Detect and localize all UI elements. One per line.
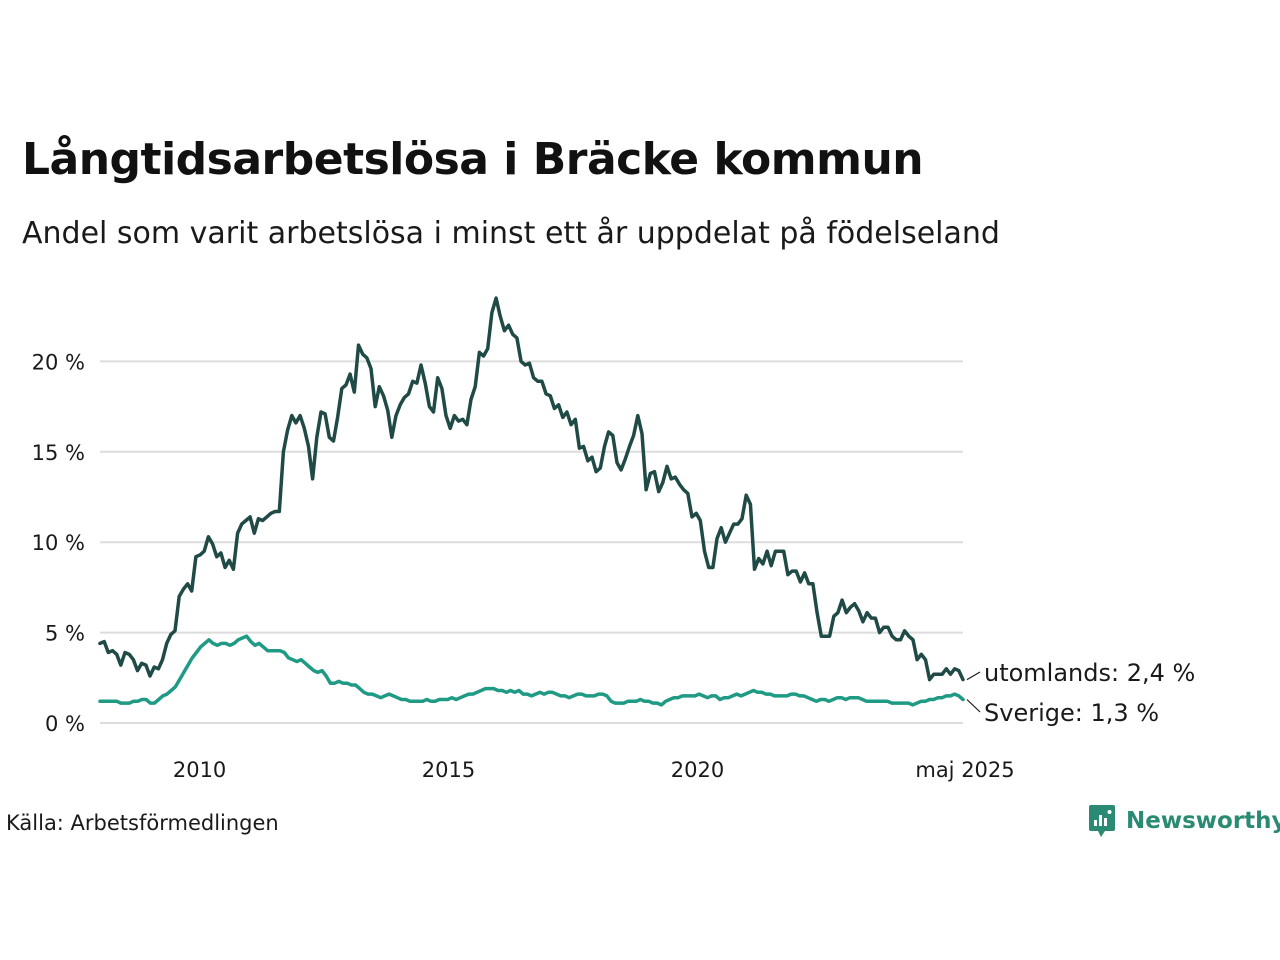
series-lines [98,296,965,707]
end-label-sverige: Sverige: 1,3 % [984,699,1159,727]
y-tick-label: 5 % [45,622,85,646]
x-tick-label: 2020 [671,758,724,782]
chart-subtitle: Andel som varit arbetslösa i minst ett å… [22,216,1000,251]
x-tick-label: maj 2025 [915,758,1014,782]
end-labels: utomlands: 2,4 % Sverige: 1,3 % [966,659,1195,727]
y-tick-label: 20 % [32,350,85,374]
grid-lines [100,360,963,724]
source-note: Källa: Arbetsförmedlingen [6,811,279,835]
x-axis-ticks: 2010 2015 2020 maj 2025 [173,758,1015,782]
y-axis-ticks: 0 % 5 % 10 % 15 % 20 % [32,350,85,736]
y-tick-label: 15 % [32,441,85,465]
series-line-sverige [98,634,965,707]
brand-name: Newsworthy [1126,808,1280,834]
x-tick-label: 2010 [173,758,226,782]
end-label-leader [966,699,981,713]
end-label-utomlands: utomlands: 2,4 % [984,659,1195,687]
y-tick-label: 0 % [45,712,85,736]
series-line-utomlands [98,296,965,682]
end-label-leader [966,671,981,681]
newsworthy-logo-icon [1089,805,1115,837]
brand-logo: Newsworthy [1088,804,1280,838]
chart-title: Långtidsarbetslösa i Bräcke kommun [22,134,924,185]
x-tick-label: 2015 [422,758,475,782]
y-tick-label: 10 % [32,531,85,555]
